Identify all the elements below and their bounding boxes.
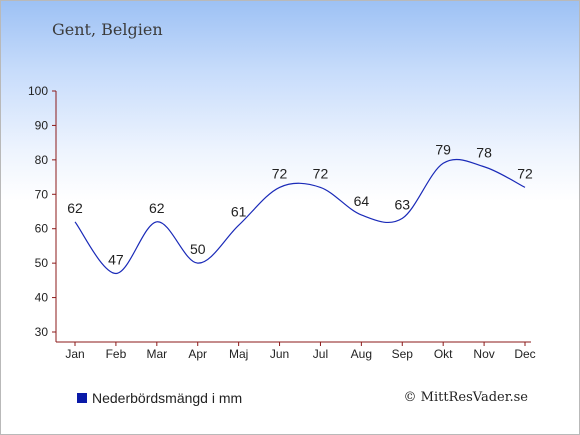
data-label: 62 (149, 200, 165, 216)
y-tick-label: 60 (35, 222, 49, 236)
x-tick-label: Aug (351, 347, 372, 361)
x-tick-label: Dec (514, 347, 535, 361)
data-point (442, 162, 445, 165)
data-point (524, 186, 527, 189)
x-tick-label: Jun (270, 347, 289, 361)
data-label: 72 (313, 165, 329, 181)
data-point (114, 272, 117, 275)
data-point (483, 165, 486, 168)
y-tick-label: 40 (35, 291, 49, 305)
data-point (196, 262, 199, 265)
precipitation-series-line (74, 158, 526, 275)
chart-location-title: Gent, Belgien (52, 20, 163, 39)
data-label: 61 (231, 203, 247, 219)
data-label: 63 (394, 196, 410, 212)
copyright-notice: © MittResVader.se (403, 390, 528, 405)
data-point (74, 220, 77, 223)
legend-swatch (77, 393, 87, 403)
data-label: 72 (272, 165, 288, 181)
y-tick-label: 100 (28, 84, 48, 98)
data-point (360, 213, 363, 216)
legend-label: Nederbördsmängd i mm (92, 390, 243, 406)
data-point (278, 186, 281, 189)
data-point (155, 220, 158, 223)
data-label: 50 (190, 241, 206, 257)
y-tick-label: 70 (35, 187, 49, 201)
y-tick-label: 80 (35, 153, 49, 167)
data-label: 62 (67, 200, 83, 216)
data-label: 64 (354, 193, 370, 209)
y-tick-label: 30 (35, 325, 49, 339)
x-tick-label: Okt (434, 347, 453, 361)
x-tick-label: Maj (229, 347, 248, 361)
legend: Nederbördsmängd i mm (77, 390, 242, 406)
data-point (401, 217, 404, 220)
x-tick-label: Jul (313, 347, 328, 361)
data-label: 78 (476, 145, 492, 161)
x-tick-label: Feb (106, 347, 127, 361)
x-tick-label: Mar (146, 347, 167, 361)
data-point (319, 186, 322, 189)
y-tick-label: 50 (35, 256, 49, 270)
data-label: 47 (108, 251, 124, 267)
x-tick-label: Apr (188, 347, 207, 361)
data-label: 72 (517, 165, 533, 181)
x-tick-label: Sep (392, 347, 414, 361)
x-tick-label: Nov (473, 347, 494, 361)
x-tick-label: Jan (65, 347, 84, 361)
data-point (237, 224, 240, 227)
data-label: 79 (435, 141, 451, 157)
y-tick-label: 90 (35, 118, 49, 132)
